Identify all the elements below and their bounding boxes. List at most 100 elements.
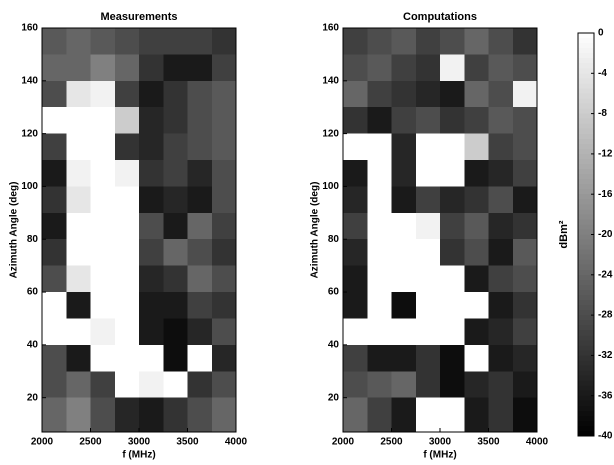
heatmap-cell xyxy=(139,292,164,319)
y-tick-label: 80 xyxy=(328,234,340,245)
colorbar-segment xyxy=(578,199,594,205)
heatmap-cell xyxy=(464,107,489,135)
heatmap-cell xyxy=(163,397,188,433)
heatmap-cell xyxy=(90,292,116,319)
heatmap-cell xyxy=(415,265,441,293)
heatmap-cell xyxy=(163,133,188,161)
heatmap-cell xyxy=(139,318,164,346)
heatmap-cell xyxy=(42,265,67,293)
heatmap-cell xyxy=(391,212,417,240)
heatmap-cell xyxy=(139,186,164,214)
heatmap-cell xyxy=(42,80,67,108)
heatmap-cell xyxy=(114,371,140,399)
heatmap-cell xyxy=(114,133,140,161)
heatmap-cell xyxy=(367,265,392,293)
heatmap-cell xyxy=(440,239,465,267)
heatmap-cell xyxy=(42,28,67,55)
colorbar-segment xyxy=(578,320,594,326)
heatmap-cell xyxy=(367,160,392,187)
heatmap-cell xyxy=(391,28,417,55)
x-tick-label: 2500 xyxy=(380,437,403,448)
heatmap-cell xyxy=(512,371,538,399)
heatmap-cell xyxy=(464,265,489,293)
heatmap-cell xyxy=(464,318,489,346)
colorbar-label: dBm² xyxy=(558,220,570,248)
heatmap-cell xyxy=(66,265,91,293)
heatmap-cell xyxy=(139,160,164,187)
colorbar-segment xyxy=(578,214,594,220)
heatmap-cell xyxy=(66,397,91,433)
colorbar-segment xyxy=(578,259,594,266)
heatmap-cell xyxy=(42,239,67,267)
heatmap-cell xyxy=(464,397,489,433)
colorbar-segment xyxy=(578,264,594,271)
heatmap-cell xyxy=(66,318,91,346)
heatmap-cell xyxy=(391,292,417,319)
colorbar-segment xyxy=(578,234,594,241)
heatmap-cell xyxy=(211,397,237,433)
heatmap-cell xyxy=(367,292,392,319)
heatmap-cell xyxy=(114,344,140,372)
heatmap-cell xyxy=(343,371,368,399)
heatmap-cell xyxy=(163,239,188,267)
heatmap-cell xyxy=(90,371,116,399)
heatmap-cell xyxy=(163,186,188,214)
heatmap-cell xyxy=(42,397,67,433)
heatmap-cell xyxy=(66,292,91,319)
heatmap-cell xyxy=(343,186,368,214)
heatmap-cell xyxy=(488,318,514,346)
heatmap-cell xyxy=(139,212,164,240)
heatmap-cell xyxy=(367,344,392,372)
colorbar-segment xyxy=(578,269,594,276)
colorbar-segment xyxy=(578,88,594,94)
heatmap-cell xyxy=(488,160,514,187)
heatmap-cell xyxy=(90,239,116,267)
heatmap-cell xyxy=(90,186,116,214)
colorbar-segment xyxy=(578,340,594,346)
heatmap-cell xyxy=(114,160,140,187)
heatmap-cell xyxy=(415,318,441,346)
heatmap-cell xyxy=(66,344,91,372)
heatmap-cell xyxy=(343,28,368,55)
heatmap-cell xyxy=(464,239,489,267)
heatmap-cell xyxy=(211,107,237,135)
heatmap-cell xyxy=(440,371,465,399)
colorbar-segment xyxy=(578,98,594,105)
colorbar-segment xyxy=(578,209,594,215)
colorbar-segment xyxy=(578,118,594,125)
heatmap-cell xyxy=(187,54,213,82)
colorbar-segment xyxy=(578,108,594,115)
heatmap-cell xyxy=(114,80,140,108)
colorbar-tick-label: -4 xyxy=(598,68,607,79)
colorbar-segment xyxy=(578,310,594,316)
x-tick-label: 3000 xyxy=(429,437,452,448)
heatmap-cell xyxy=(488,133,514,161)
heatmap-cell xyxy=(211,54,237,82)
heatmap-cell xyxy=(187,133,213,161)
heatmap-cell xyxy=(66,160,91,187)
y-tick-label: 140 xyxy=(21,75,38,86)
heatmap-cell xyxy=(415,80,441,108)
heatmap-cell xyxy=(90,397,116,433)
colorbar-segment xyxy=(578,315,594,321)
heatmap-cell xyxy=(391,239,417,267)
heatmap-cell xyxy=(114,212,140,240)
heatmap-cell xyxy=(187,107,213,135)
x-tick-label: 2000 xyxy=(31,437,54,448)
heatmap-cell xyxy=(187,292,213,319)
heatmap-cell xyxy=(367,133,392,161)
heatmap-cell xyxy=(367,318,392,346)
x-tick-label: 4000 xyxy=(225,437,248,448)
heatmap-cell xyxy=(488,80,514,108)
heatmap-cell xyxy=(488,344,514,372)
heatmap-cell xyxy=(139,80,164,108)
heatmap-cell xyxy=(391,80,417,108)
colorbar-segment xyxy=(578,385,594,392)
heatmap-cell xyxy=(114,28,140,55)
heatmap-cell xyxy=(187,212,213,240)
heatmap-cell xyxy=(343,107,368,135)
colorbar-segment xyxy=(578,274,594,281)
heatmap-cell xyxy=(187,265,213,293)
heatmap-cell xyxy=(163,54,188,82)
heatmap-cell xyxy=(66,54,91,82)
